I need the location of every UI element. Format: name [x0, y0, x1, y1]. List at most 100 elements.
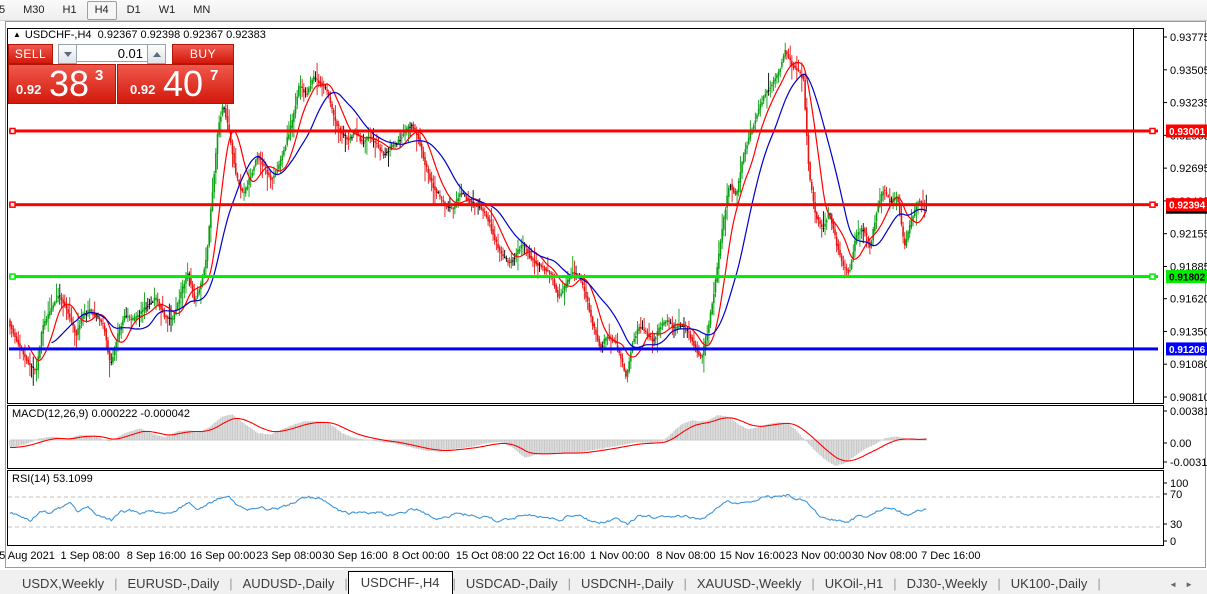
- tab-separator: |: [229, 576, 233, 591]
- tab-separator: |: [344, 576, 348, 591]
- sell-price-prefix: 0.92: [16, 82, 42, 97]
- date-tick-label: 22 Oct 16:00: [522, 550, 585, 562]
- buy-price-big: 40: [163, 63, 204, 104]
- price-tick-label: 0.92695: [1170, 163, 1207, 175]
- rsi-line: [9, 493, 927, 526]
- price-level-line: [9, 129, 1158, 133]
- timeframe-button-h4[interactable]: H4: [86, 0, 117, 20]
- sell-price-button[interactable]: 0.92 38 3: [8, 63, 116, 104]
- rsi-tick-label: 70: [1170, 489, 1182, 501]
- macd-tick-label: 0.003811: [1170, 406, 1207, 418]
- price-line-badge: 0.91802: [1169, 273, 1206, 284]
- tab-separator: |: [893, 576, 897, 591]
- sell-price-big: 38: [49, 63, 90, 104]
- collapse-triangle-icon[interactable]: ▲: [13, 30, 21, 39]
- tab-scroll-left-icon: ◄: [1169, 580, 1186, 589]
- date-tick-label: 8 Oct 00:00: [393, 550, 450, 562]
- line-handle: [9, 201, 16, 208]
- date-tick-label: 1 Nov 00:00: [590, 550, 649, 562]
- date-tick-label: 30 Nov 08:00: [852, 550, 917, 562]
- tab-separator: |: [997, 576, 1001, 591]
- line-handle: [1149, 201, 1156, 208]
- one-click-trading-panel: SELL BUY 0.92 38 3 0.92 40 7: [8, 44, 234, 104]
- timeframe-button-mn[interactable]: MN: [193, 3, 211, 16]
- chart-tab-usdchf-h4[interactable]: USDCHF-,H4: [347, 571, 453, 594]
- date-tick-label: 30 Sep 16:00: [322, 550, 387, 562]
- chart-tab-bar: USDX,Weekly | EURUSD-,Daily | AUDUSD-,Daily |…: [0, 569, 1207, 594]
- date-tick-label: 23 Sep 08:00: [256, 550, 321, 562]
- chart-tab-audusd-daily[interactable]: AUDUSD-,Daily: [242, 576, 335, 591]
- price-line-badge-bg: [1166, 342, 1207, 356]
- price-line-badge: 0.91206: [1169, 345, 1206, 356]
- price-axis: 0.937750.935050.932350.929650.926950.924…: [1163, 32, 1207, 548]
- timeframe-toolbar: 5 M30 H1 H4 D1 W1 MN: [0, 0, 1207, 21]
- sell-button[interactable]: SELL: [8, 44, 53, 64]
- tab-separator: |: [452, 576, 456, 591]
- tab-scroll-arrows[interactable]: ◄►: [1169, 580, 1201, 589]
- price-line-badge-bg: [1166, 198, 1207, 212]
- sell-price-sup: 3: [95, 67, 104, 84]
- line-handle: [1149, 127, 1156, 135]
- volume-input[interactable]: [77, 44, 147, 62]
- price-level-line: [9, 275, 1158, 279]
- date-tick-label: 16 Sep 00:00: [190, 550, 255, 562]
- chart-tab-dj30-weekly[interactable]: DJ30-,Weekly: [906, 576, 988, 591]
- volume-increase-button[interactable]: [147, 44, 166, 64]
- price-line-badge-bg: [1166, 124, 1207, 138]
- price-tick-label: 0.93235: [1170, 98, 1207, 110]
- date-tick-label: 8 Nov 08:00: [656, 550, 715, 562]
- rsi-tick-label: 30: [1170, 519, 1182, 531]
- horizontal-lines-group: [9, 127, 1158, 351]
- price-tick-label: 0.93775: [1170, 32, 1207, 44]
- price-tick-label: 0.90810: [1170, 392, 1207, 404]
- macd-tick-label: -0.003115: [1170, 457, 1207, 469]
- volume-decrease-button[interactable]: [58, 44, 77, 64]
- buy-button[interactable]: BUY: [172, 44, 234, 64]
- tab-separator: |: [114, 576, 118, 591]
- timeframe-button-h1[interactable]: H1: [62, 3, 77, 16]
- chart-tab-usdcad-daily[interactable]: USDCAD-,Daily: [465, 576, 558, 591]
- timeframe-button-m30[interactable]: M30: [23, 3, 45, 16]
- price-tick-label: 0.93505: [1170, 65, 1207, 77]
- price-line-badge-bg: [1166, 270, 1207, 284]
- buy-price-prefix: 0.92: [130, 82, 156, 97]
- chart-tab-uk100-daily[interactable]: UK100-,Daily: [1010, 576, 1088, 591]
- chart-title: ▲ USDCHF-,H4 0.92367 0.92398 0.92367 0.92…: [13, 29, 266, 41]
- volume-stepper: [58, 44, 166, 64]
- rsi-group: [8, 493, 1162, 528]
- timeframe-button-d1[interactable]: D1: [126, 3, 141, 16]
- rsi-tick-label: 100: [1170, 478, 1188, 490]
- tab-separator: |: [1097, 576, 1101, 591]
- chart-tab-ukoil-h1[interactable]: UKOil-,H1: [824, 576, 884, 591]
- chart-tab-usdx-weekly[interactable]: USDX,Weekly: [22, 576, 105, 591]
- price-level-line: [9, 203, 1158, 207]
- price-tick-label: 0.92155: [1170, 229, 1207, 241]
- price-line-badge: 0.93001: [1169, 127, 1206, 138]
- buy-price-button[interactable]: 0.92 40 7: [117, 63, 234, 104]
- macd-tick-label: 0.00: [1170, 438, 1191, 450]
- chart-tab-usdcnh-daily[interactable]: USDCNH-,Daily: [581, 576, 674, 591]
- timeframe-button-5[interactable]: 5: [0, 3, 6, 16]
- price-tick-label: 0.91350: [1170, 326, 1207, 338]
- date-axis: 25 Aug 2021 1 Sep 08:00 8 Sep 16:00 16 Sep …: [0, 550, 980, 562]
- tab-separator: |: [683, 576, 687, 591]
- line-handle: [9, 273, 16, 280]
- price-line-badge: 0.92394: [1169, 201, 1206, 212]
- chart-tab-xauusd-weekly[interactable]: XAUUSD-,Weekly: [696, 576, 802, 591]
- macd-signal-line: [9, 417, 927, 462]
- macd-label: MACD(12,26,9) 0.000222 -0.000042: [12, 408, 190, 420]
- rsi-tick-label: 0: [1170, 536, 1176, 548]
- timeframe-button-w1[interactable]: W1: [158, 3, 176, 16]
- tab-scroll-right-icon: ►: [1185, 580, 1201, 589]
- tab-separator: |: [567, 576, 572, 591]
- triangle-up-icon: [152, 51, 161, 57]
- chart-ohlc-values: 0.92367 0.92398 0.92367 0.92383: [97, 29, 266, 41]
- date-tick-label: 8 Sep 16:00: [127, 550, 186, 562]
- date-tick-label: 23 Nov 00:00: [786, 550, 851, 562]
- chart-symbol-label: USDCHF-,H4: [24, 29, 92, 41]
- date-tick-label: 7 Dec 16:00: [921, 550, 980, 562]
- chart-tab-eurusd-daily[interactable]: EURUSD-,Daily: [127, 576, 220, 591]
- tab-separator: |: [811, 576, 815, 591]
- price-level-line: [9, 347, 1158, 351]
